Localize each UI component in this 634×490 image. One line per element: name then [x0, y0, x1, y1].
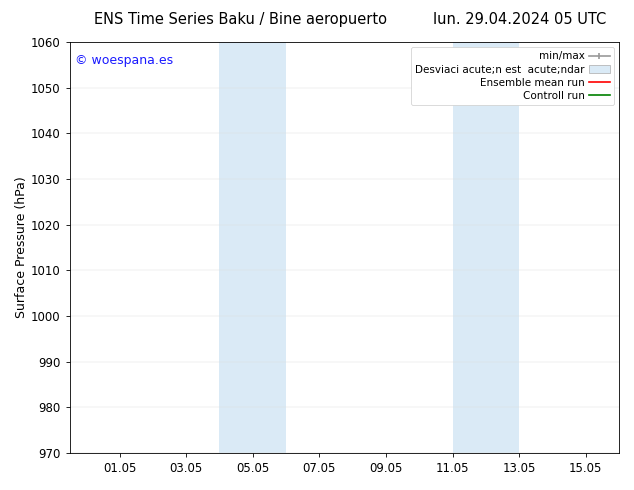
- Legend: min/max, Desviaci acute;n est  acute;ndar, Ensemble mean run, Controll run: min/max, Desviaci acute;n est acute;ndar…: [411, 47, 614, 105]
- Text: © woespana.es: © woespana.es: [75, 54, 173, 68]
- Text: ENS Time Series Baku / Bine aeropuerto: ENS Time Series Baku / Bine aeropuerto: [94, 12, 387, 27]
- Y-axis label: Surface Pressure (hPa): Surface Pressure (hPa): [15, 176, 28, 318]
- Bar: [219, 42, 286, 453]
- Text: lun. 29.04.2024 05 UTC: lun. 29.04.2024 05 UTC: [433, 12, 607, 27]
- Bar: [453, 42, 519, 453]
